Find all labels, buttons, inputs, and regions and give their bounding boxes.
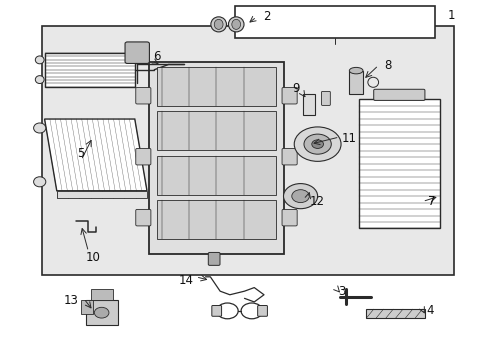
FancyBboxPatch shape — [211, 306, 221, 316]
Ellipse shape — [214, 19, 223, 30]
Circle shape — [291, 190, 309, 203]
Bar — [57, 191, 147, 198]
FancyBboxPatch shape — [125, 42, 149, 63]
Circle shape — [311, 140, 323, 148]
Circle shape — [94, 307, 109, 318]
Bar — [303, 94, 315, 116]
Polygon shape — [44, 119, 147, 191]
Ellipse shape — [231, 19, 240, 30]
Text: 6: 6 — [153, 50, 160, 63]
Bar — [44, 53, 135, 87]
Circle shape — [294, 127, 340, 161]
FancyBboxPatch shape — [136, 148, 151, 165]
Ellipse shape — [34, 123, 46, 133]
Bar — [81, 300, 93, 315]
Bar — [157, 200, 276, 239]
Ellipse shape — [348, 67, 362, 74]
Ellipse shape — [35, 76, 44, 84]
Bar — [86, 300, 118, 325]
Bar — [157, 67, 276, 106]
Bar — [234, 6, 434, 39]
FancyBboxPatch shape — [136, 87, 151, 104]
Bar — [91, 289, 113, 300]
Text: 13: 13 — [64, 294, 79, 307]
Bar — [366, 309, 424, 318]
Text: 14: 14 — [178, 274, 193, 287]
Text: 7: 7 — [427, 195, 435, 208]
FancyBboxPatch shape — [282, 87, 297, 104]
FancyBboxPatch shape — [136, 210, 151, 226]
Bar — [348, 71, 362, 94]
Ellipse shape — [34, 177, 46, 187]
Circle shape — [283, 184, 317, 209]
FancyBboxPatch shape — [282, 148, 297, 165]
Text: 12: 12 — [309, 195, 325, 208]
FancyBboxPatch shape — [257, 306, 267, 316]
Text: 9: 9 — [291, 82, 299, 95]
Ellipse shape — [210, 17, 226, 32]
Bar — [358, 99, 439, 228]
Ellipse shape — [228, 17, 244, 32]
Bar — [42, 26, 453, 275]
Ellipse shape — [35, 56, 44, 64]
FancyBboxPatch shape — [208, 252, 220, 265]
Text: 11: 11 — [341, 132, 356, 145]
Circle shape — [304, 134, 330, 154]
Text: 2: 2 — [262, 10, 270, 23]
Text: 5: 5 — [77, 147, 84, 159]
FancyBboxPatch shape — [321, 91, 330, 105]
Bar — [149, 62, 283, 253]
FancyBboxPatch shape — [282, 210, 297, 226]
Text: 4: 4 — [425, 305, 433, 318]
Text: 10: 10 — [86, 251, 101, 264]
Bar — [157, 156, 276, 195]
Text: 8: 8 — [384, 59, 391, 72]
FancyBboxPatch shape — [373, 89, 424, 100]
Bar — [157, 111, 276, 150]
Text: 1: 1 — [447, 9, 454, 22]
Text: 3: 3 — [338, 285, 345, 298]
